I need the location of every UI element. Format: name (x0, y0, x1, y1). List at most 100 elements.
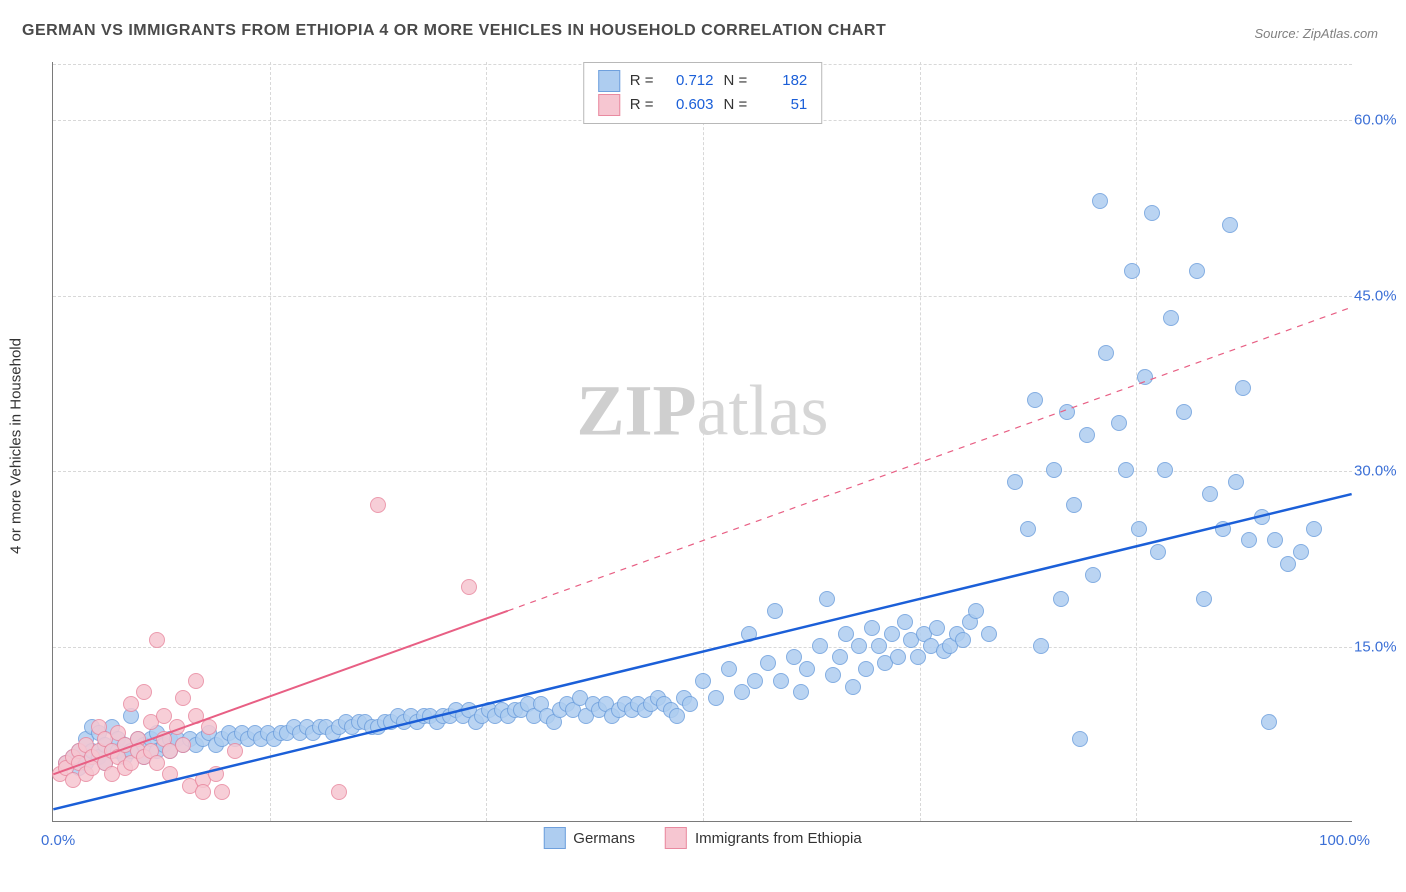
scatter-point (136, 684, 152, 700)
scatter-point (1046, 462, 1062, 478)
legend-row-ethiopia: R = 0.603 N = 51 (598, 93, 808, 117)
scatter-point (156, 708, 172, 724)
scatter-point (461, 579, 477, 595)
gridline-v (1136, 62, 1137, 821)
scatter-point (1254, 509, 1270, 525)
series-legend: Germans Immigrants from Ethiopia (543, 827, 861, 849)
scatter-point (1118, 462, 1134, 478)
scatter-point (1053, 591, 1069, 607)
r-label: R = (630, 93, 654, 117)
scatter-point (955, 632, 971, 648)
gridline-v (703, 62, 704, 821)
scatter-point (1267, 532, 1283, 548)
scatter-point (851, 638, 867, 654)
r-label: R = (630, 69, 654, 93)
scatter-point (149, 755, 165, 771)
scatter-point (1261, 714, 1277, 730)
y-tick-label: 15.0% (1354, 638, 1406, 655)
scatter-point (1241, 532, 1257, 548)
legend-row-germans: R = 0.712 N = 182 (598, 69, 808, 93)
scatter-point (1150, 544, 1166, 560)
correlation-legend: R = 0.712 N = 182 R = 0.603 N = 51 (583, 62, 823, 124)
scatter-point (1235, 380, 1251, 396)
n-value-germans: 182 (757, 69, 807, 93)
scatter-point (910, 649, 926, 665)
scatter-point (864, 620, 880, 636)
scatter-point (1033, 638, 1049, 654)
x-max-label: 100.0% (1319, 832, 1370, 849)
scatter-point (1059, 404, 1075, 420)
scatter-point (123, 696, 139, 712)
scatter-point (1228, 474, 1244, 490)
watermark-light: atlas (697, 371, 829, 451)
scatter-point (1131, 521, 1147, 537)
scatter-point (721, 661, 737, 677)
scatter-point (195, 784, 211, 800)
scatter-point (1092, 193, 1108, 209)
scatter-point (741, 626, 757, 642)
legend-label-germans: Germans (573, 830, 635, 847)
scatter-point (169, 719, 185, 735)
scatter-point (968, 603, 984, 619)
r-value-ethiopia: 0.603 (664, 93, 714, 117)
scatter-point (1020, 521, 1036, 537)
scatter-point (162, 766, 178, 782)
scatter-point (747, 673, 763, 689)
legend-item-germans: Germans (543, 827, 635, 849)
scatter-point (331, 784, 347, 800)
scatter-point (1163, 310, 1179, 326)
scatter-point (1222, 217, 1238, 233)
scatter-point (812, 638, 828, 654)
scatter-point (175, 690, 191, 706)
scatter-point (734, 684, 750, 700)
swatch-ethiopia-icon (665, 827, 687, 849)
scatter-point (1176, 404, 1192, 420)
legend-label-ethiopia: Immigrants from Ethiopia (695, 830, 862, 847)
scatter-point (871, 638, 887, 654)
scatter-point (1066, 497, 1082, 513)
scatter-point (1007, 474, 1023, 490)
scatter-point (201, 719, 217, 735)
scatter-point (793, 684, 809, 700)
scatter-point (773, 673, 789, 689)
scatter-plot-area: ZIPatlas R = 0.712 N = 182 R = 0.603 N =… (52, 62, 1352, 822)
scatter-point (370, 497, 386, 513)
scatter-point (1098, 345, 1114, 361)
n-label: N = (724, 69, 748, 93)
scatter-point (1293, 544, 1309, 560)
gridline-v (270, 62, 271, 821)
gridline-v (920, 62, 921, 821)
scatter-point (845, 679, 861, 695)
n-label: N = (724, 93, 748, 117)
watermark-bold: ZIP (577, 371, 697, 451)
scatter-point (1085, 567, 1101, 583)
scatter-point (1027, 392, 1043, 408)
source-label: Source: ZipAtlas.com (1254, 26, 1378, 41)
scatter-point (682, 696, 698, 712)
swatch-germans (598, 70, 620, 92)
x-origin-label: 0.0% (41, 832, 75, 849)
scatter-point (884, 626, 900, 642)
scatter-point (1189, 263, 1205, 279)
y-tick-label: 45.0% (1354, 287, 1406, 304)
scatter-point (858, 661, 874, 677)
scatter-point (1137, 369, 1153, 385)
scatter-point (1215, 521, 1231, 537)
swatch-germans-icon (543, 827, 565, 849)
scatter-point (981, 626, 997, 642)
swatch-ethiopia (598, 94, 620, 116)
scatter-point (1124, 263, 1140, 279)
scatter-point (188, 708, 204, 724)
scatter-point (1072, 731, 1088, 747)
scatter-point (208, 766, 224, 782)
scatter-point (825, 667, 841, 683)
scatter-point (1144, 205, 1160, 221)
scatter-point (929, 620, 945, 636)
scatter-point (838, 626, 854, 642)
scatter-point (1280, 556, 1296, 572)
scatter-point (1111, 415, 1127, 431)
scatter-point (799, 661, 815, 677)
scatter-point (767, 603, 783, 619)
scatter-point (1196, 591, 1212, 607)
scatter-point (1306, 521, 1322, 537)
